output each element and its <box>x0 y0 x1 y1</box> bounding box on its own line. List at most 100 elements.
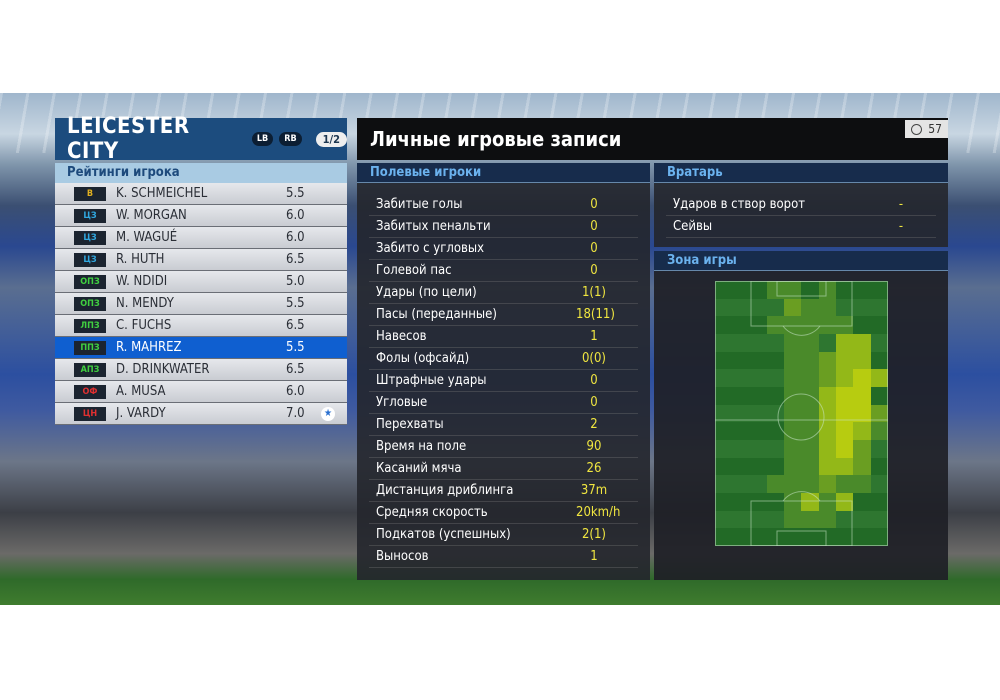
stat-label: Забито с угловых <box>376 241 485 256</box>
heatmap-cell <box>870 475 888 493</box>
player-row[interactable]: ППЗ R. MAHREZ 5.5 <box>55 337 347 359</box>
heatmap-cell <box>732 492 750 511</box>
player-rating: 6.0 <box>286 208 305 223</box>
player-rating: 6.5 <box>286 252 305 267</box>
panel-title-text: Личные игровые записи <box>370 127 622 151</box>
player-row[interactable]: ОФ A. MUSA 6.0 <box>55 381 347 403</box>
player-row[interactable]: ЦЗ R. HUTH 6.5 <box>55 249 347 271</box>
heatmap-cell <box>715 528 733 546</box>
rb-button[interactable]: RB <box>279 132 302 146</box>
heatmap-cell <box>818 281 837 299</box>
heatmap-cell <box>732 439 750 458</box>
stat-row: Сейвы - <box>666 216 936 238</box>
heatmap-cell <box>870 404 888 423</box>
heatmap-cell <box>766 281 785 299</box>
position-badge: ОПЗ <box>74 296 106 311</box>
heatmap-cell <box>749 333 767 352</box>
heatmap-cell <box>749 281 767 299</box>
stat-row: Подкатов (успешных) 2(1) <box>369 524 638 546</box>
heatmap-cell <box>784 528 802 546</box>
stat-row: Угловые 0 <box>369 392 638 414</box>
player-row[interactable]: ЦН J. VARDY 7.0 ★ <box>55 403 347 425</box>
stat-value: 0 <box>590 373 598 388</box>
player-name: W. MORGAN <box>116 208 187 223</box>
stat-value: 2 <box>590 417 598 432</box>
heatmap-cell <box>801 281 819 299</box>
heatmap-cell <box>836 475 854 493</box>
player-row[interactable]: ОПЗ W. NDIDI 5.0 <box>55 271 347 293</box>
player-row[interactable]: В K. SCHMEICHEL 5.5 <box>55 183 347 205</box>
player-name: C. FUCHS <box>116 318 172 333</box>
heatmap-cell <box>766 369 785 387</box>
player-rating: 6.5 <box>286 318 305 333</box>
heatmap-cell <box>836 298 854 317</box>
heatmap-cell <box>766 298 785 317</box>
heatmap-cell <box>766 333 785 352</box>
heatmap-cell <box>836 316 854 334</box>
heatmap-cell <box>836 422 854 440</box>
stat-row: Выносов 1 <box>369 546 638 568</box>
stat-row: Голевой пас 0 <box>369 260 638 282</box>
heatmap-cell <box>818 492 837 511</box>
heatmap-cell <box>853 457 871 476</box>
heatmap-cell <box>853 422 871 440</box>
heatmap-cell <box>818 386 837 405</box>
stat-row: Удары (по цели) 1(1) <box>369 282 638 304</box>
heatmap-cell <box>732 298 750 317</box>
player-row[interactable]: АПЗ D. DRINKWATER 6.5 <box>55 359 347 381</box>
heatmap-cell <box>766 404 785 423</box>
heatmap-cell <box>853 386 871 405</box>
heatmap-cell <box>749 404 767 423</box>
heatmap-cell <box>818 351 837 370</box>
heatmap-cell <box>801 528 819 546</box>
stat-label: Штрафные удары <box>376 373 487 388</box>
heatmap-cell <box>853 492 871 511</box>
heatmap-cell <box>801 475 819 493</box>
heatmap-cell <box>732 316 750 334</box>
position-badge: ЦЗ <box>74 252 106 267</box>
player-row[interactable]: ЦЗ W. MORGAN 6.0 <box>55 205 347 227</box>
player-row[interactable]: ОПЗ N. MENDY 5.5 <box>55 293 347 315</box>
clock-icon <box>911 123 923 135</box>
heatmap-cell <box>818 333 837 352</box>
heatmap-cell <box>766 457 785 476</box>
player-name: J. VARDY <box>116 406 166 421</box>
stat-value: 37m <box>580 483 608 498</box>
player-ratings-panel: LEICESTER CITY LB RB 1/2 Рейтинги игрока… <box>55 114 347 425</box>
stat-row: Фолы (офсайд) 0(0) <box>369 348 638 370</box>
heatmap-cell <box>801 351 819 370</box>
position-badge: ЦЗ <box>74 230 106 245</box>
lb-button[interactable]: LB <box>251 132 274 146</box>
timer-value: 57 <box>928 122 942 136</box>
match-records-panel: Личные игровые записи 57 Полевые игроки … <box>357 118 948 580</box>
player-row[interactable]: ЛПЗ C. FUCHS 6.5 <box>55 315 347 337</box>
player-row[interactable]: ЦЗ M. WAGUÉ 6.0 <box>55 227 347 249</box>
heatmap-cell <box>853 333 871 352</box>
position-badge: ОФ <box>74 384 106 399</box>
player-name: R. MAHREZ <box>116 340 182 355</box>
heatmap-cell <box>870 528 888 546</box>
goalkeeper-section: Вратарь Ударов в створ ворот - Сейвы - <box>654 163 948 247</box>
heatmap-cell <box>818 510 837 529</box>
heatmap-cell <box>870 439 888 458</box>
player-rating: 6.0 <box>286 230 305 245</box>
stat-label: Угловые <box>376 395 428 410</box>
heatmap-cell <box>784 316 802 334</box>
player-name: W. NDIDI <box>116 274 168 289</box>
page-indicator: 1/2 <box>315 131 347 147</box>
heatmap-cell <box>836 369 854 387</box>
star-icon: ★ <box>321 406 335 421</box>
heatmap-cell <box>732 422 750 440</box>
stat-value: 90 <box>586 439 602 454</box>
heatmap-cell <box>715 386 733 405</box>
stat-row: Забитые голы 0 <box>369 194 638 216</box>
heatmap-cell <box>766 351 785 370</box>
heatmap-cell <box>870 333 888 352</box>
heatmap-cell <box>749 528 767 546</box>
position-badge: ППЗ <box>74 340 106 355</box>
heatmap-cell <box>853 528 871 546</box>
heatmap-cell <box>801 386 819 405</box>
heatmap-cell <box>818 369 837 387</box>
stat-row: Касаний мяча 26 <box>369 458 638 480</box>
stat-label: Перехваты <box>376 417 444 432</box>
